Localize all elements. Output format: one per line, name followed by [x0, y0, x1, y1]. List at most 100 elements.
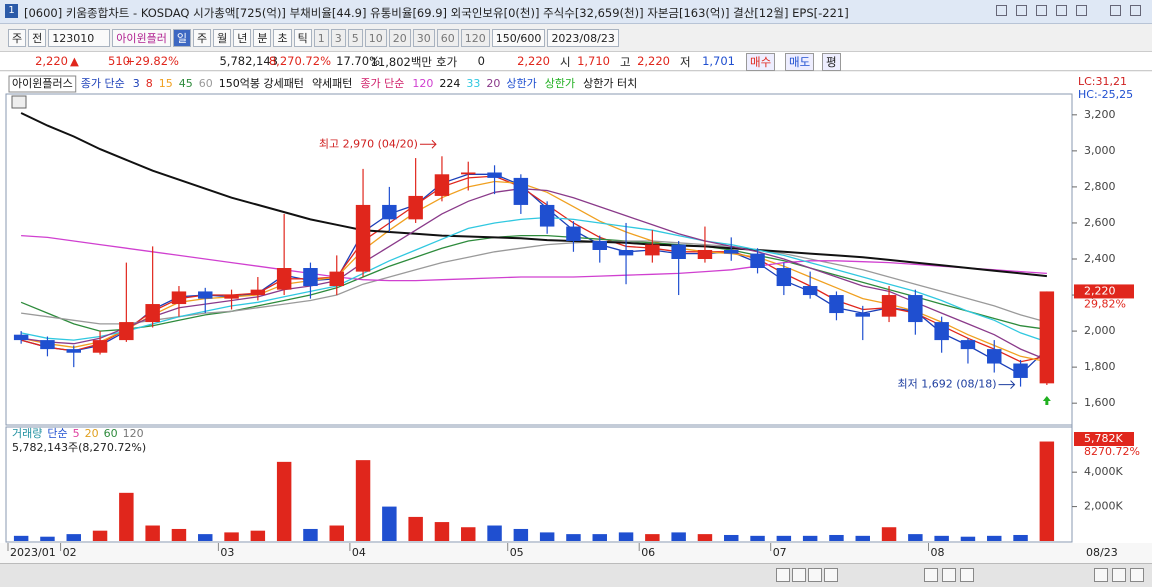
toolbar-button[interactable]: 초: [273, 29, 292, 47]
quote-value: 호가: [436, 55, 458, 69]
signal-arrow: [1042, 395, 1051, 405]
candle-body: [250, 289, 266, 296]
toolbar-button[interactable]: 1: [313, 29, 329, 47]
toolbar-button[interactable]: 10: [364, 29, 387, 47]
volume-bar: [802, 535, 818, 541]
annotation-arrow: [419, 139, 437, 149]
toolbar-button[interactable]: 5: [347, 29, 363, 47]
hc-label: HC:-25,25: [1078, 88, 1133, 101]
toolbar-button[interactable]: 60: [436, 29, 459, 47]
volume-bar: [13, 535, 29, 541]
candle-body: [92, 340, 108, 353]
candle-body: [119, 322, 134, 341]
legend-entry: 20: [486, 77, 500, 90]
toolbar-button[interactable]: 2023/08/23: [547, 29, 619, 47]
volume-bar: [224, 532, 239, 541]
close-button[interactable]: [1130, 5, 1141, 16]
candle-body: [566, 226, 581, 241]
scroll-button[interactable]: [808, 568, 822, 582]
window-button[interactable]: [1110, 5, 1121, 16]
y-tick-label: 3,200: [1084, 108, 1116, 121]
window-button[interactable]: [1036, 5, 1047, 16]
candle-body: [750, 253, 765, 269]
legend-entry: 거래량: [12, 427, 42, 440]
y-tick-label: 1,800: [1084, 360, 1116, 373]
candle-body: [13, 334, 29, 341]
volume-bar: [355, 460, 371, 541]
quote-value: 시: [560, 55, 571, 69]
volume-bar: [276, 461, 292, 541]
window-button[interactable]: [996, 5, 1007, 16]
toolbar-button[interactable]: 주: [8, 29, 27, 47]
volume-bar: [750, 535, 765, 541]
toolbar-button[interactable]: 년: [233, 29, 252, 47]
zoom-button[interactable]: [924, 568, 938, 582]
toolbar-button[interactable]: 주: [192, 29, 212, 47]
toolbar-button[interactable]: 틱: [293, 29, 312, 47]
quote-value: 11,802백만: [370, 55, 432, 69]
candle-body: [40, 340, 55, 350]
low-annotation: 최저 1,692 (08/18): [898, 378, 997, 391]
order-button[interactable]: 매수: [746, 53, 776, 71]
toolbar-button[interactable]: 150/600: [491, 29, 546, 47]
quote-value: 1,710: [577, 54, 610, 68]
legend-entry: 60: [199, 77, 213, 90]
legend-entry: 단순: [47, 427, 67, 440]
scroll-button[interactable]: [824, 568, 838, 582]
toolbar-button[interactable]: 일: [172, 29, 191, 47]
toolbar-button[interactable]: 월: [213, 29, 232, 47]
candle-body: [645, 244, 660, 256]
candle-body: [618, 249, 634, 256]
volume-bar: [198, 534, 213, 541]
candle-body: [829, 295, 844, 314]
legend-entry: 20: [85, 427, 99, 440]
tool-button[interactable]: [1112, 568, 1126, 582]
candle-body: [355, 204, 371, 272]
quote-value: 저: [680, 55, 691, 69]
scroll-button[interactable]: [792, 568, 806, 582]
zoom-button[interactable]: [942, 568, 956, 582]
candle-body: [303, 268, 318, 287]
toolbar-button[interactable]: 120: [460, 29, 490, 47]
y-tick-label: 2,000K: [1084, 500, 1123, 513]
toolbar-button[interactable]: 아이윈플러: [112, 29, 171, 47]
volume-bar: [618, 532, 634, 541]
volume-bar: [1013, 534, 1028, 541]
title-bar: 1 [0600] 키움종합차트 - KOSDAQ 시가총액[725(억)] 부채…: [0, 0, 1152, 24]
volume-bar: [592, 534, 607, 541]
quote-value: 2,220: [637, 54, 670, 68]
quote-value: 0: [477, 54, 485, 68]
zoom-button[interactable]: [960, 568, 974, 582]
window-button[interactable]: [1056, 5, 1067, 16]
volume-bar: [645, 534, 660, 541]
ma-line: [20, 112, 1048, 278]
toolbar-button[interactable]: 123010: [48, 29, 111, 47]
volume-bar: [66, 534, 81, 541]
tool-button[interactable]: [1130, 568, 1144, 582]
toolbar-button[interactable]: 20: [388, 29, 411, 47]
grid-icon[interactable]: [11, 95, 27, 109]
ma-line: [21, 240, 1048, 325]
scroll-button[interactable]: [776, 568, 790, 582]
candle-body: [329, 271, 344, 287]
window-button[interactable]: [1016, 5, 1027, 16]
toolbar-button[interactable]: 3: [330, 29, 346, 47]
order-button[interactable]: 평: [822, 53, 841, 71]
legend-entry: 아이윈플러스: [12, 76, 73, 90]
candle-body: [145, 304, 160, 323]
toolbar-button[interactable]: 전: [28, 29, 47, 47]
toolbar-button[interactable]: 분: [253, 29, 272, 47]
candle-body: [434, 174, 450, 196]
order-button[interactable]: 매도: [785, 53, 815, 71]
window-number: 1: [5, 4, 18, 18]
y-tick-label: 3,000: [1084, 144, 1116, 157]
window-button[interactable]: [1076, 5, 1087, 16]
ma-line: [20, 180, 1048, 363]
y-tick-label: 2,600: [1084, 216, 1116, 229]
candle-body: [724, 249, 739, 254]
candle-body: [934, 322, 949, 341]
toolbar-button[interactable]: 30: [412, 29, 435, 47]
tool-button[interactable]: [1094, 568, 1108, 582]
price-tag: 2,220: [1084, 284, 1116, 297]
volume-bar: [566, 534, 581, 541]
